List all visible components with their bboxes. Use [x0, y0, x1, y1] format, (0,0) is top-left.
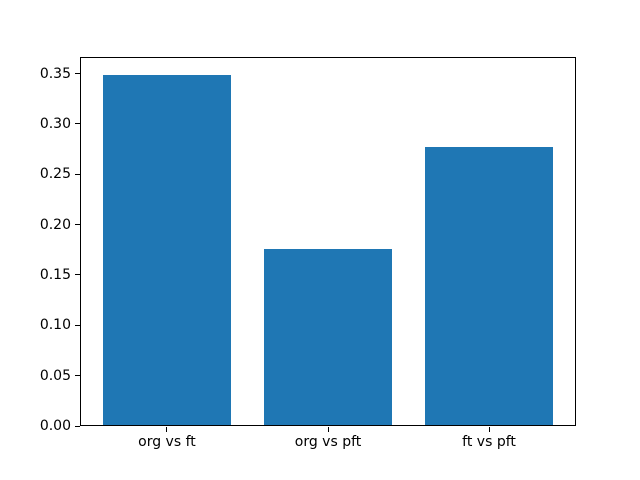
y-tick-label: 0.35	[39, 65, 71, 82]
x-tick-label: org vs ft	[138, 434, 196, 450]
bar-org-vs-ft	[102, 74, 232, 426]
x-tick-mark	[327, 427, 329, 432]
y-tick-mark	[75, 274, 80, 276]
x-tick-label: ft vs pft	[462, 434, 516, 450]
y-tick-label: 0.10	[39, 317, 71, 334]
y-tick-mark	[75, 425, 80, 427]
x-tick-mark	[166, 427, 168, 432]
y-tick-label: 0.25	[39, 166, 71, 183]
y-tick-label: 0.00	[39, 418, 71, 434]
plot-area	[80, 57, 576, 426]
y-tick-label: 0.15	[39, 266, 71, 283]
y-tick-label: 0.05	[39, 367, 71, 384]
x-tick-label: org vs pft	[294, 434, 362, 450]
y-tick-mark	[75, 123, 80, 125]
y-tick-label: 0.30	[39, 115, 71, 132]
y-tick-mark	[75, 324, 80, 326]
x-tick-mark	[488, 427, 490, 432]
bar-ft-vs-pft	[424, 147, 554, 426]
y-tick-mark	[75, 375, 80, 377]
y-tick-mark	[75, 224, 80, 226]
y-tick-mark	[75, 173, 80, 175]
y-tick-label: 0.20	[39, 216, 71, 233]
y-tick-mark	[75, 73, 80, 75]
bar-org-vs-pft	[263, 248, 393, 426]
